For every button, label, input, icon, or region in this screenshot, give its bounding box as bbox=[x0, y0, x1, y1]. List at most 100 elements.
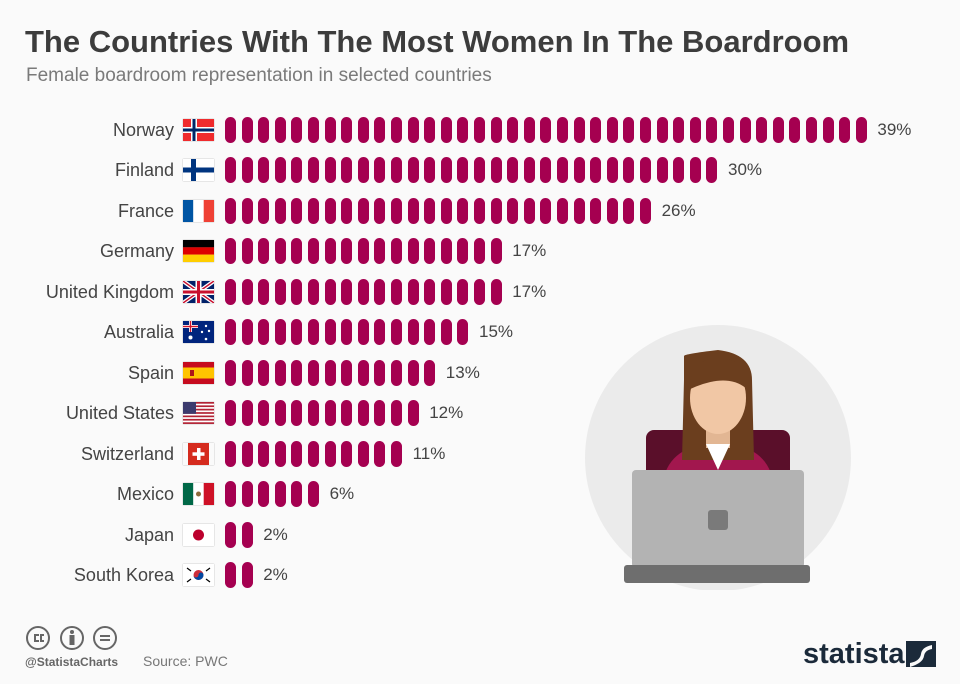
bar-unit bbox=[308, 197, 319, 224]
bar-unit bbox=[324, 319, 336, 346]
bar-unit bbox=[440, 319, 452, 346]
flag-kr-icon bbox=[183, 563, 214, 586]
bar-unit bbox=[407, 359, 419, 386]
bar-unit bbox=[407, 238, 419, 265]
value-label: 12% bbox=[429, 403, 464, 423]
bar-row: Japan 2% bbox=[0, 520, 960, 550]
bar-unit bbox=[324, 117, 336, 143]
bar-unit bbox=[258, 440, 270, 467]
bar-unit bbox=[341, 359, 353, 386]
bar-unit bbox=[407, 319, 419, 346]
bar-unit bbox=[407, 157, 419, 184]
bar-row: United Kingdom 17% bbox=[0, 277, 960, 307]
bar-unit bbox=[341, 278, 353, 305]
bar-unit bbox=[225, 197, 236, 224]
bar-unit bbox=[457, 117, 469, 143]
bar-unit bbox=[424, 319, 436, 346]
value-label: 30% bbox=[728, 160, 763, 180]
bar-unit bbox=[308, 359, 319, 386]
value-label: 39% bbox=[877, 120, 912, 139]
bar-unit bbox=[274, 359, 286, 386]
flag-us-icon bbox=[183, 402, 214, 425]
bar-unit bbox=[225, 319, 236, 346]
bar-unit bbox=[689, 157, 701, 184]
bar-unit bbox=[490, 197, 502, 224]
bar-unit bbox=[225, 157, 236, 184]
bar-unit bbox=[291, 117, 303, 143]
bar-unit bbox=[324, 157, 336, 184]
twitter-handle[interactable]: @StatistaCharts bbox=[25, 655, 119, 669]
bar-unit bbox=[822, 117, 834, 143]
source-text: Source: PWC bbox=[143, 653, 228, 669]
value-label: 2% bbox=[263, 524, 288, 544]
bar-unit bbox=[225, 359, 236, 386]
bar-unit bbox=[490, 278, 502, 305]
bar-unit bbox=[457, 278, 469, 305]
bar-row: Finland 30% bbox=[0, 155, 960, 185]
bar-unit bbox=[474, 238, 485, 265]
bar-unit bbox=[258, 319, 270, 346]
bar-unit bbox=[274, 400, 286, 427]
page-title: The Countries With The Most Women In The… bbox=[25, 24, 850, 59]
bar-unit bbox=[274, 440, 286, 467]
bar-unit bbox=[474, 197, 485, 224]
bar-unit bbox=[424, 359, 436, 386]
bar-row: Norway 39% bbox=[0, 115, 960, 145]
bar-unit bbox=[241, 238, 253, 265]
bar-unit bbox=[341, 157, 353, 184]
bar-unit bbox=[507, 117, 519, 143]
bar-unit bbox=[324, 238, 336, 265]
bar-unit bbox=[457, 238, 469, 265]
bar-unit bbox=[656, 117, 668, 143]
bar-unit bbox=[291, 359, 303, 386]
bar-unit bbox=[723, 117, 734, 143]
bar-unit bbox=[225, 521, 236, 548]
bar-unit bbox=[241, 117, 253, 143]
bar-unit bbox=[606, 157, 618, 184]
bar-unit bbox=[440, 238, 452, 265]
bar-unit bbox=[357, 359, 369, 386]
bar-unit bbox=[507, 157, 519, 184]
bar-unit bbox=[756, 117, 768, 143]
category-label: Australia bbox=[103, 322, 174, 343]
bar-unit bbox=[291, 157, 303, 184]
bar-unit bbox=[573, 197, 585, 224]
category-label: Norway bbox=[112, 120, 174, 140]
bar-unit bbox=[274, 481, 286, 508]
value-label: 2% bbox=[263, 564, 288, 584]
bar-unit bbox=[789, 117, 801, 143]
bar-unit bbox=[391, 440, 402, 467]
bar-unit bbox=[673, 157, 685, 184]
bar-unit bbox=[291, 319, 303, 346]
bar-unit bbox=[324, 197, 336, 224]
bar-unit bbox=[291, 278, 303, 305]
bar-unit bbox=[225, 481, 236, 508]
bar-unit bbox=[258, 197, 270, 224]
flag-no-icon bbox=[183, 119, 214, 141]
category-label: Japan bbox=[124, 524, 174, 545]
statista-logo[interactable]: statista bbox=[803, 638, 905, 670]
woman-at-laptop-illustration bbox=[585, 325, 851, 590]
bar-unit bbox=[341, 197, 353, 224]
bar-unit bbox=[225, 400, 236, 427]
bar-unit bbox=[324, 440, 336, 467]
page-subtitle: Female boardroom representation in selec… bbox=[26, 65, 492, 86]
bar-unit bbox=[407, 197, 419, 224]
bar-unit bbox=[391, 359, 402, 386]
bar-unit bbox=[706, 117, 718, 143]
bar-unit bbox=[606, 117, 618, 143]
bar-unit bbox=[623, 157, 635, 184]
bar-unit bbox=[357, 319, 369, 346]
value-label: 17% bbox=[512, 281, 547, 301]
value-label: 17% bbox=[512, 241, 547, 261]
bar-unit bbox=[490, 117, 502, 143]
bar-unit bbox=[341, 400, 353, 427]
bar-unit bbox=[855, 117, 867, 143]
bar-unit bbox=[225, 117, 236, 143]
bar-unit bbox=[308, 400, 319, 427]
bar-unit bbox=[640, 197, 651, 224]
bar-unit bbox=[341, 319, 353, 346]
bar-unit bbox=[640, 157, 651, 184]
category-label: Spain bbox=[127, 362, 174, 383]
bar-unit bbox=[407, 400, 419, 427]
